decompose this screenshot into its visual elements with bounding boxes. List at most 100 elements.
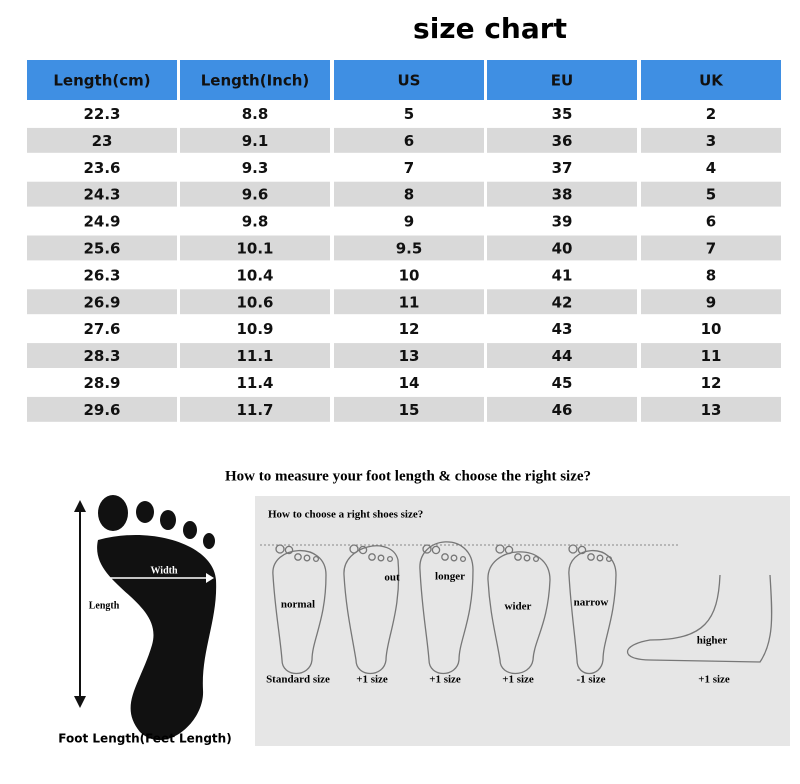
toe	[431, 545, 441, 555]
foot-outline	[487, 551, 551, 674]
cell-text: 5	[706, 186, 716, 204]
row-cell	[487, 316, 637, 342]
row-cell	[334, 127, 484, 153]
row-cell	[641, 343, 781, 368]
toe	[605, 555, 613, 563]
foot-outline	[343, 545, 400, 674]
row-cell	[180, 127, 330, 153]
size-label: +1 size	[356, 674, 388, 686]
cell-text: 9	[404, 213, 414, 231]
row-cell	[334, 181, 484, 207]
row-cell	[641, 289, 781, 315]
cell-text: 25.6	[83, 239, 120, 257]
toe	[422, 544, 432, 554]
cell-text: 28.9	[83, 374, 120, 392]
length-label: Length	[89, 600, 120, 611]
row-cell	[27, 154, 177, 180]
row-cell	[27, 101, 177, 126]
size-label: Standard size	[266, 674, 330, 686]
toe	[358, 545, 368, 555]
row-cell	[180, 101, 330, 126]
cell-text: 43	[552, 320, 573, 338]
row-cell	[487, 370, 637, 395]
row-cell	[180, 262, 330, 288]
header-text: EU	[551, 72, 573, 90]
cell-text: 11.7	[236, 401, 273, 419]
cell-text: 24.3	[83, 186, 120, 204]
measure-heading: How to measure your foot length & choose…	[225, 468, 591, 484]
size-label: +1 size	[502, 674, 534, 686]
cell-text: 9.8	[242, 213, 269, 231]
cell-text: 8	[404, 186, 414, 204]
row-cell	[180, 181, 330, 207]
cell-text: 10.6	[236, 293, 273, 311]
cell-text: 29.6	[83, 401, 120, 419]
cell-text: 11	[399, 293, 420, 311]
toe	[284, 545, 294, 555]
row-cell	[334, 235, 484, 261]
size-label: -1 size	[576, 674, 605, 686]
title: size chart	[413, 12, 567, 45]
row-cell	[334, 316, 484, 342]
cell-text: 2	[706, 105, 716, 123]
row-cell	[27, 127, 177, 153]
header-cell	[27, 60, 177, 100]
row-cell	[641, 235, 781, 261]
size-label: +1 size	[698, 674, 730, 686]
row-cell	[334, 262, 484, 288]
cell-text: 26.3	[83, 266, 120, 284]
toe	[568, 544, 578, 554]
row-cell	[487, 154, 637, 180]
cell-text: 5	[404, 105, 414, 123]
foot-outline	[568, 550, 617, 675]
width-label: Width	[150, 565, 177, 576]
row-cell	[180, 235, 330, 261]
header-text: US	[398, 72, 421, 90]
header-cell	[180, 60, 330, 100]
toe	[386, 555, 394, 563]
cell-text: 23	[92, 132, 113, 150]
toe	[577, 545, 587, 555]
cell-text: 36	[552, 132, 573, 150]
row-cell	[487, 343, 637, 368]
cell-text: 24.9	[83, 213, 120, 231]
row-cell	[334, 208, 484, 234]
size-label: +1 size	[429, 674, 461, 686]
cell-text: 27.6	[83, 320, 120, 338]
row-cell	[641, 181, 781, 207]
row-cell	[641, 208, 781, 234]
cell-text: 9.1	[242, 132, 269, 150]
row-cell	[641, 396, 781, 422]
cell-text: 10.1	[236, 239, 273, 257]
row-cell	[27, 235, 177, 261]
row-cell	[487, 396, 637, 422]
header-text: Length(cm)	[53, 72, 150, 90]
cell-text: 12	[701, 374, 722, 392]
toe	[294, 553, 302, 561]
guide-feet: normal Standard size out +1 size longer +1 si…	[266, 541, 773, 686]
foot-label: higher	[697, 635, 728, 647]
cell-text: 4	[706, 159, 716, 177]
cell-text: 26.9	[83, 293, 120, 311]
header-cell	[487, 60, 637, 100]
toe	[532, 555, 540, 563]
toe	[523, 554, 531, 562]
cell-text: 6	[404, 132, 414, 150]
row-cell	[180, 154, 330, 180]
row-cell	[641, 316, 781, 342]
row-cell	[641, 101, 781, 126]
toe	[514, 553, 522, 561]
cell-text: 7	[706, 239, 716, 257]
toe	[504, 545, 514, 555]
row-cell	[180, 370, 330, 395]
row-cell	[334, 370, 484, 395]
foot-label: out	[384, 572, 400, 584]
row-cell	[27, 181, 177, 207]
header-text: Length(Inch)	[201, 72, 310, 90]
cell-text: 13	[701, 401, 722, 419]
row-cell	[334, 343, 484, 368]
row-cell	[641, 127, 781, 153]
row-cell	[641, 370, 781, 395]
row-cell	[641, 262, 781, 288]
